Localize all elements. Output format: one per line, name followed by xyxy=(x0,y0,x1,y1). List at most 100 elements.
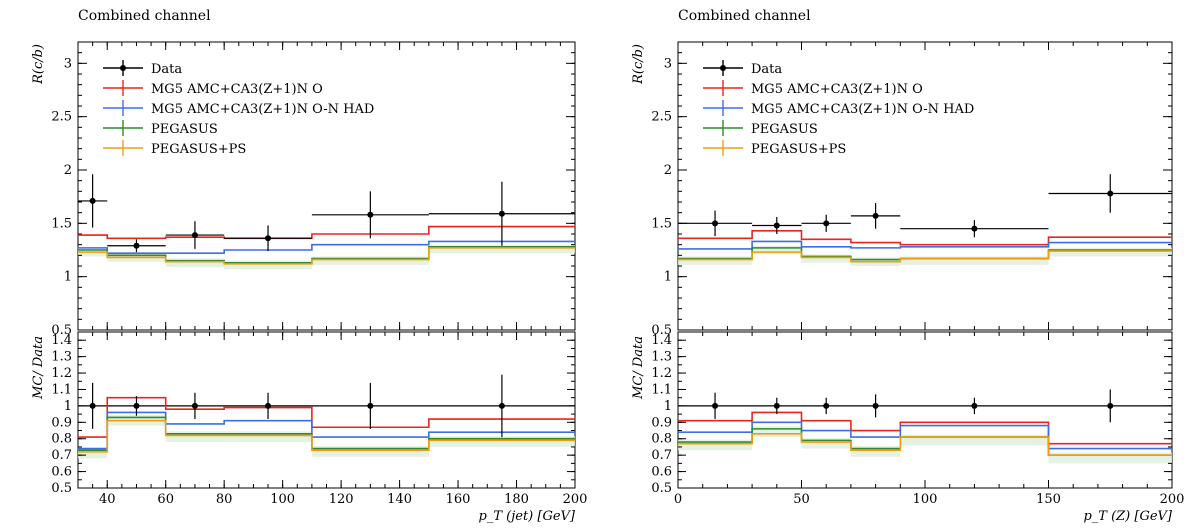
ratio-y-tick-label: 1.1 xyxy=(51,382,72,397)
ratio-y-tick-label: 1.1 xyxy=(651,382,672,397)
ratio-data-point xyxy=(872,402,879,409)
ratio-line-1 xyxy=(78,396,575,438)
top-y-tick-label: 3 xyxy=(664,56,672,71)
ratio-data-point xyxy=(823,402,830,409)
data-point xyxy=(89,197,96,204)
x-tick-label: 40 xyxy=(99,492,116,507)
top-y-tick-label: 2 xyxy=(664,163,672,178)
ratio-y-tick-label: 1.3 xyxy=(51,350,72,365)
x-tick-label: 60 xyxy=(157,492,174,507)
top-y-tick-label: 0.5 xyxy=(51,323,72,338)
band-ratio-bin xyxy=(801,437,851,449)
ratio-y-tick-label: 0.5 xyxy=(651,481,672,496)
ratio-data-point xyxy=(89,402,96,409)
legend-label: MG5 AMC+CA3(Z+1)N O-N HAD xyxy=(151,102,374,117)
series-line-4 xyxy=(678,250,1172,263)
ratio-data-point xyxy=(712,402,719,409)
ratio-y-axis-ticks xyxy=(678,331,1172,489)
band-top-bin xyxy=(752,245,802,255)
chart-panel-1: Combined channel 40 60 80 100 120 140 160 180 200… xyxy=(31,8,587,524)
legend-label: PEGASUS+PS xyxy=(751,142,846,157)
data-point xyxy=(1107,190,1114,197)
series-line-1 xyxy=(78,225,575,240)
top-y-tick-label: 2 xyxy=(64,163,72,178)
series-line-4 xyxy=(78,247,575,265)
band-top-bin xyxy=(165,258,225,268)
ratio-y-tick-label: 0.8 xyxy=(51,432,72,447)
data-point xyxy=(773,222,780,229)
x-tick-label: 100 xyxy=(270,492,295,507)
data-point xyxy=(971,225,978,232)
band-ratio-bin xyxy=(78,447,108,459)
band-top-bin xyxy=(224,260,312,270)
ratio-y-tick-label: 0.6 xyxy=(51,465,72,480)
ratio-y-tick-label: 1.3 xyxy=(651,350,672,365)
top-y-tick-label: 1 xyxy=(664,270,672,285)
ratio-y-tick-label: 0.7 xyxy=(51,448,72,463)
chart-title: Combined channel xyxy=(678,8,811,24)
data-point xyxy=(872,212,879,219)
x-tick-label: 140 xyxy=(387,492,412,507)
legend-marker xyxy=(120,65,126,71)
ratio-y-tick-label: 1.4 xyxy=(651,333,672,348)
legend-label: PEGASUS+PS xyxy=(151,142,246,157)
x-tick-label: 50 xyxy=(793,492,810,507)
legend-label: Data xyxy=(751,62,782,77)
pegasus-uncertainty-band xyxy=(78,244,575,459)
x-tick-label: 100 xyxy=(913,492,938,507)
ratio-y-tick-label: 0.7 xyxy=(651,448,672,463)
band-ratio-bin xyxy=(900,434,1049,446)
ratio-y-axis-label: MC/ Data xyxy=(31,336,46,400)
data-point xyxy=(133,242,140,249)
top-y-axis-label: R(c/b) xyxy=(631,44,646,85)
ratio-data-point xyxy=(265,402,272,409)
band-ratio-bin xyxy=(752,426,802,438)
data-point xyxy=(367,211,374,218)
ratio-plot-frame xyxy=(77,331,576,489)
ratio-y-tick-label: 0.6 xyxy=(651,465,672,480)
data-points xyxy=(78,174,575,438)
ratio-y-tick-label: 1 xyxy=(64,399,72,414)
chart-title: Combined channel xyxy=(78,8,211,24)
data-point xyxy=(498,210,505,217)
x-axis-ticks xyxy=(77,42,576,488)
series-line-2 xyxy=(678,240,1172,250)
band-top-bin xyxy=(311,256,429,265)
data-point xyxy=(712,220,719,227)
legend-label: Data xyxy=(151,62,182,77)
legend-label: PEGASUS xyxy=(151,122,218,137)
top-y-axis-ticks xyxy=(78,41,575,331)
x-axis-label: p_T (jet) [GeV] xyxy=(479,509,576,524)
band-top-bin xyxy=(428,244,575,254)
x-tick-label: 180 xyxy=(504,492,529,507)
band-ratio-bin xyxy=(428,436,575,447)
top-y-tick-label: 1.5 xyxy=(51,216,72,231)
ratio-data-point xyxy=(773,402,780,409)
x-tick-label: 80 xyxy=(216,492,233,507)
x-tick-label: 200 xyxy=(563,492,588,507)
ratio-y-axis-ticks xyxy=(78,331,575,489)
ratio-y-tick-label: 0.8 xyxy=(651,432,672,447)
x-tick-label: 0 xyxy=(674,492,682,507)
ratio-plot-frame xyxy=(677,331,1173,489)
band-ratio-bin xyxy=(850,446,901,457)
band-ratio-bin xyxy=(311,446,429,457)
ratio-y-tick-label: 1.4 xyxy=(51,333,72,348)
x-axis-label: p_T (Z) [GeV] xyxy=(1083,509,1172,524)
ratio-y-tick-label: 1.2 xyxy=(51,366,72,381)
ratio-line-4 xyxy=(678,433,1172,456)
band-top-bin xyxy=(900,256,1049,265)
legend-marker xyxy=(720,65,726,71)
band-ratio-bin xyxy=(1048,452,1172,464)
band-ratio-bin xyxy=(678,439,753,451)
band-top-bin xyxy=(1048,247,1172,257)
band-ratio-bin xyxy=(224,431,312,443)
data-point xyxy=(823,220,830,227)
ratio-line-2 xyxy=(678,421,1172,450)
x-tick-label: 200 xyxy=(1160,492,1185,507)
legend: Data MG5 AMC+CA3(Z+1)N O MG5 AMC+CA3(Z+1)N… xyxy=(703,60,974,157)
ratio-data-point xyxy=(191,402,198,409)
ratio-line-4 xyxy=(78,419,575,453)
ratio-y-tick-label: 0.5 xyxy=(51,481,72,496)
